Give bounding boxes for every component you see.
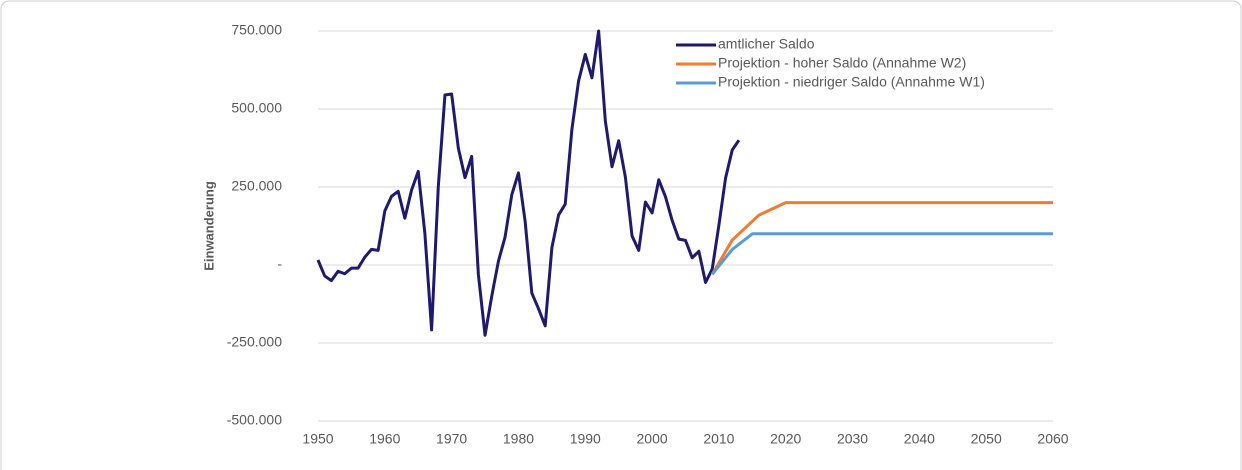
legend-label: Projektion - niedriger Saldo (Annahme W1… <box>718 74 985 90</box>
y-tick-label: 250.000 <box>231 178 282 194</box>
x-tick-label: 2010 <box>703 431 734 447</box>
y-tick-label: -250.000 <box>227 334 282 350</box>
x-tick-label: 2050 <box>971 431 1002 447</box>
y-tick-label: - <box>277 256 282 272</box>
x-tick-label: 2040 <box>904 431 935 447</box>
line <box>711 232 1053 276</box>
x-tick-label: 1990 <box>570 431 601 447</box>
x-tick-label: 1960 <box>369 431 400 447</box>
line <box>316 29 741 337</box>
y-tick-label: 500.000 <box>231 100 282 116</box>
y-axis-label: Einwanderung <box>201 181 216 271</box>
x-tick-label: 1950 <box>302 431 333 447</box>
x-tick-label: 1980 <box>503 431 534 447</box>
x-tick-label: 2060 <box>1037 431 1068 447</box>
legend-label: Projektion - hoher Saldo (Annahme W2) <box>718 55 966 71</box>
x-tick-label: 2030 <box>837 431 868 447</box>
x-tick-label: 2000 <box>637 431 668 447</box>
legend-label: amtlicher Saldo <box>718 36 815 52</box>
line <box>710 201 1053 276</box>
x-tick-label: 1970 <box>436 431 467 447</box>
y-tick-label: 750.000 <box>231 22 282 38</box>
x-tick-label: 2020 <box>770 431 801 447</box>
y-tick-label: -500.000 <box>227 412 282 428</box>
